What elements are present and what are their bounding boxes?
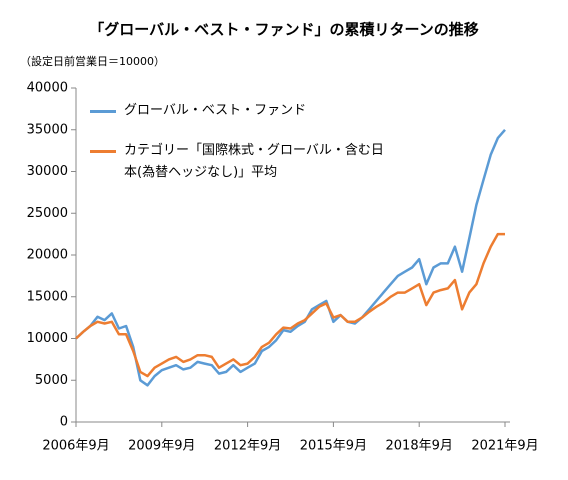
y-tick-label: 35000 [27,122,68,137]
y-tick-label: 25000 [27,206,68,221]
y-tick-label: 10000 [27,331,68,346]
series-line [75,128,506,387]
legend-swatch [90,110,116,113]
x-tick-label: 2015年9月 [300,439,367,454]
y-tick-label: 20000 [27,248,68,263]
x-tick-label: 2021年9月 [471,439,538,454]
y-tick-label: 15000 [27,289,68,304]
x-tick-label: 2018年9月 [386,439,453,454]
x-tick-label: 2012年9月 [214,439,281,454]
legend-label: グローバル・ベスト・ファンド [124,103,307,118]
legend-swatch [90,150,116,153]
series-line [75,232,505,378]
x-tick-label: 2009年9月 [128,439,195,454]
chart-title: 「グローバル・ベスト・ファンド」の累積リターンの推移 [89,21,478,39]
legend-item: カテゴリー「国際株式・グローバル・含む日本(為替ヘッジなし)」平均 [90,140,390,184]
y-tick-label: 0 [60,415,68,430]
x-tick-label: 2006年9月 [42,439,109,454]
y-tick-label: 5000 [35,373,68,388]
y-tick-label: 40000 [27,81,68,96]
y-tick-label: 30000 [27,164,68,179]
legend-label: カテゴリー「国際株式・グローバル・含む日本(為替ヘッジなし)」平均 [124,143,384,180]
legend-item: グローバル・ベスト・ファンド [90,100,390,122]
chart-subtitle: （設定日前営業日＝10000） [20,54,165,68]
